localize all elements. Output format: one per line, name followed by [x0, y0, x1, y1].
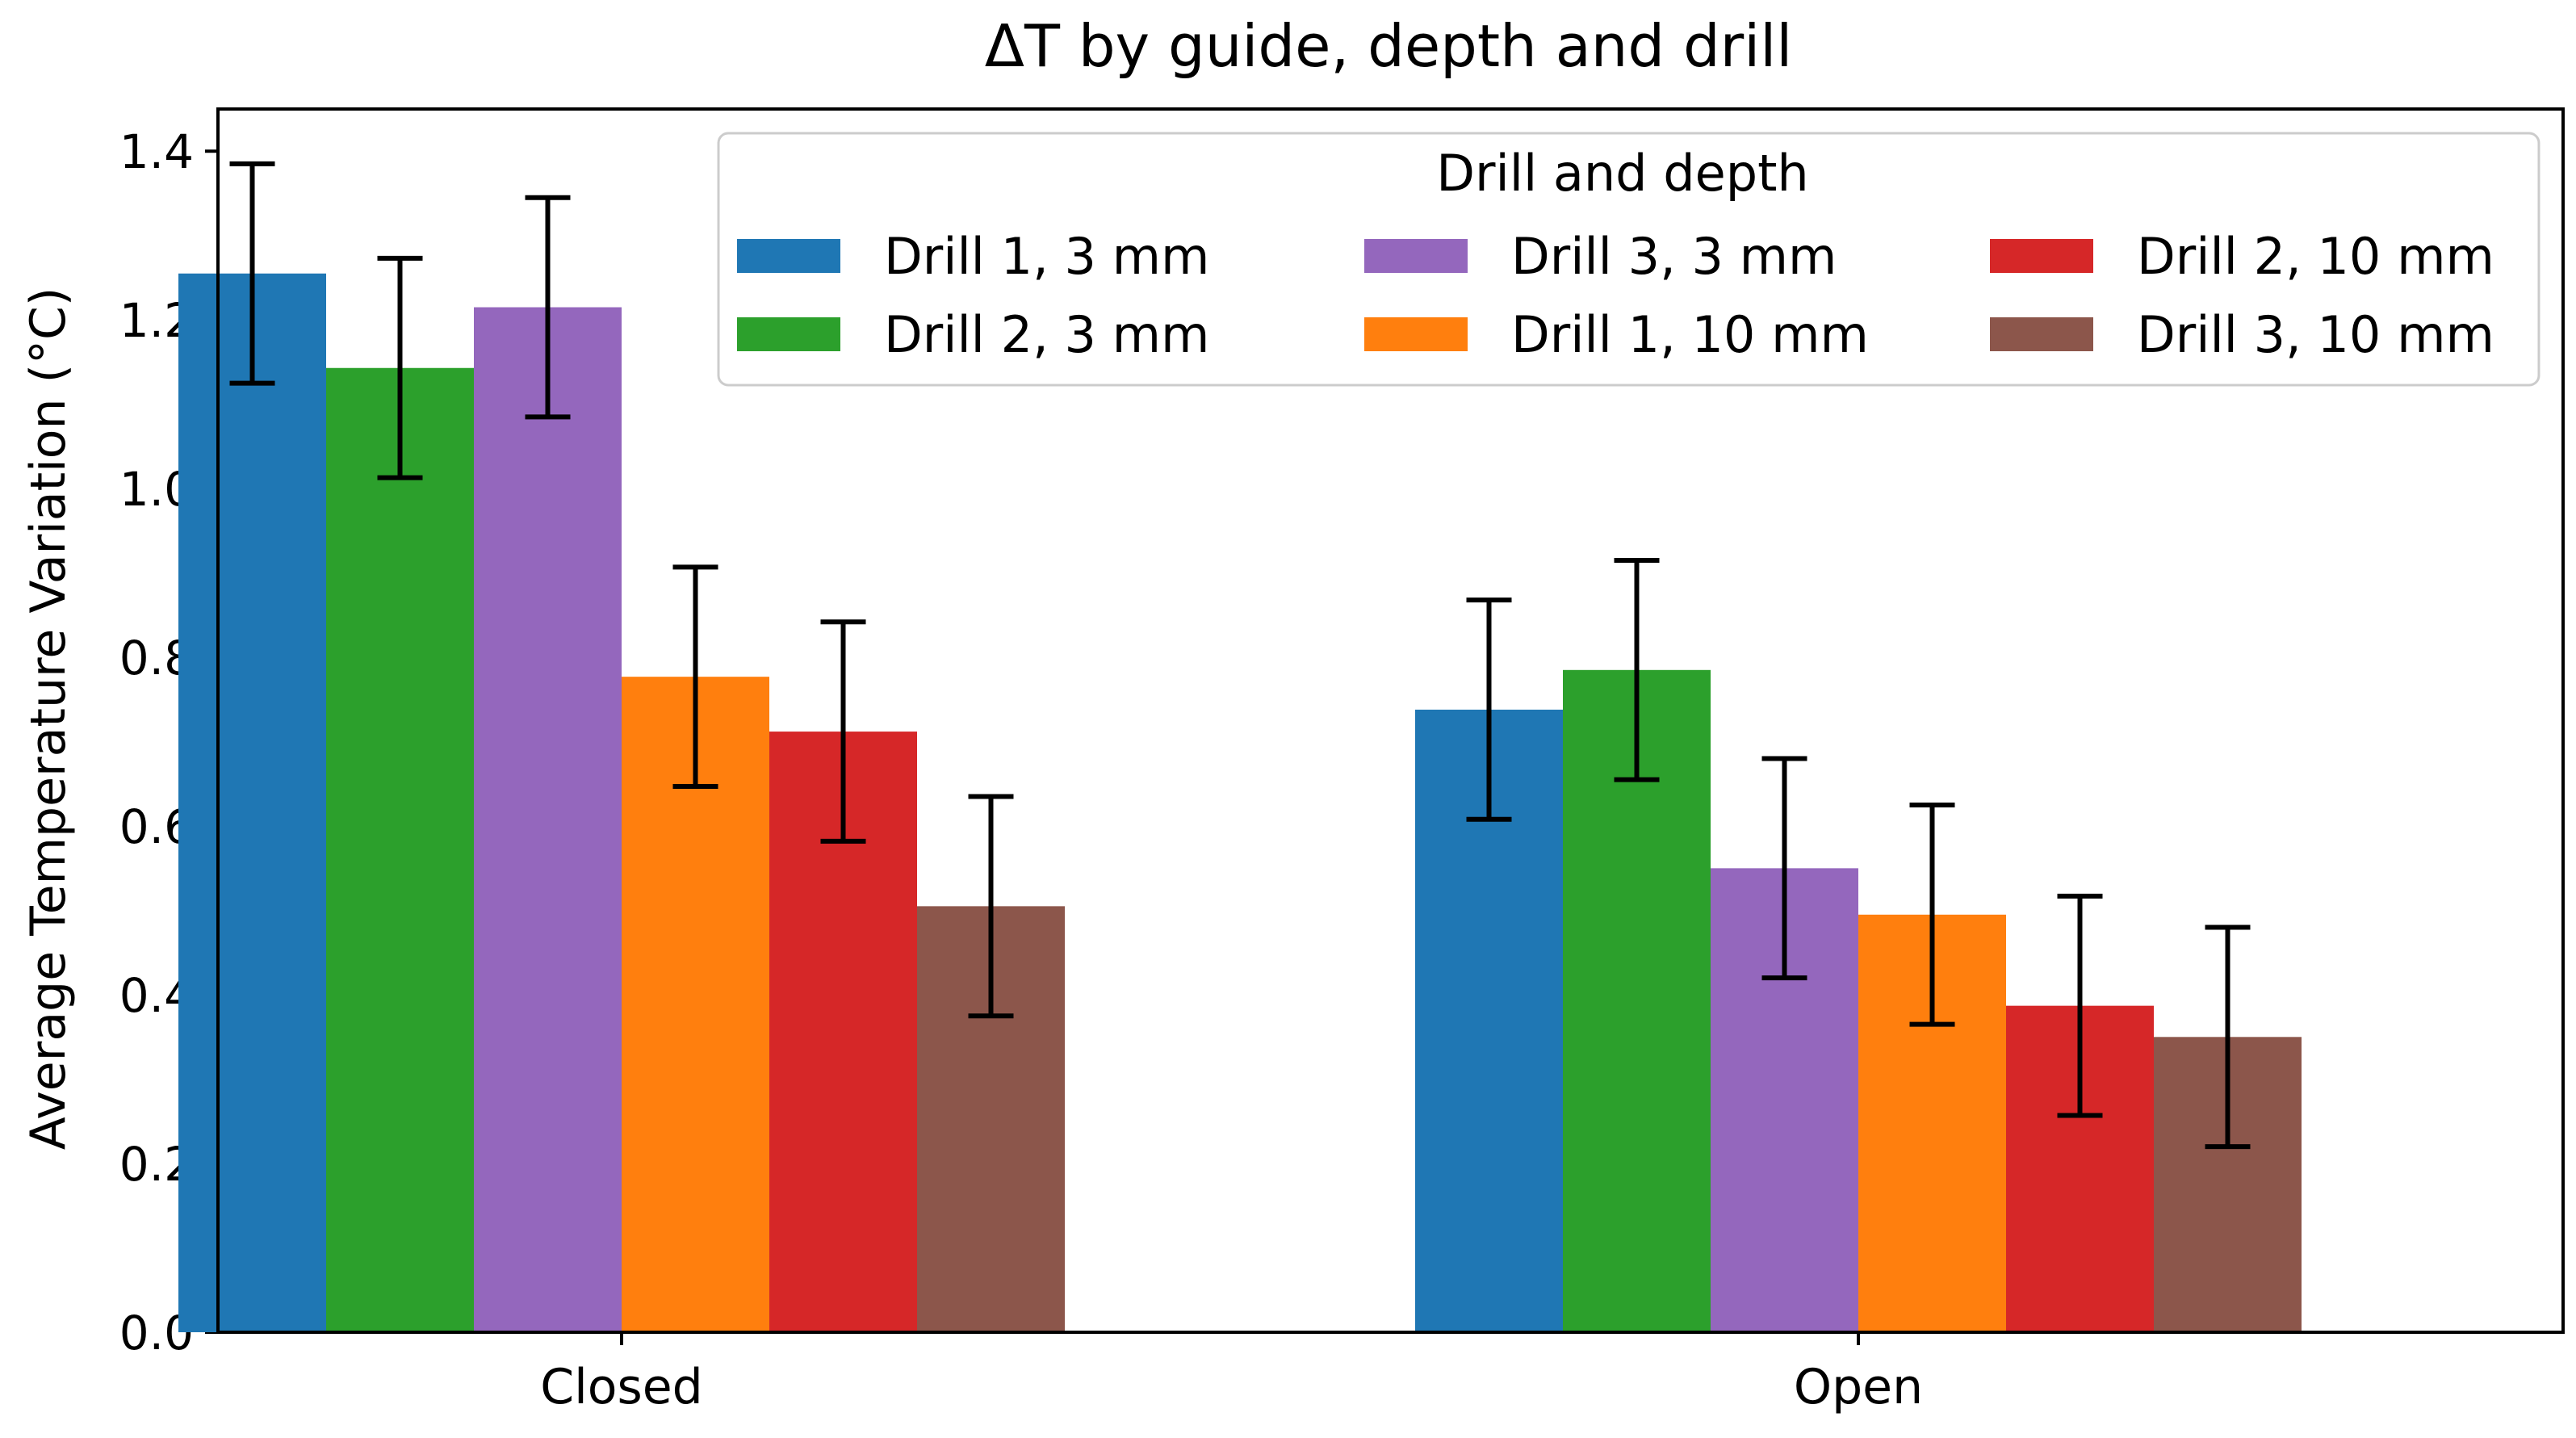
legend-label-3: Drill 1, 10 mm	[1511, 305, 1869, 364]
legend-label-0: Drill 1, 3 mm	[884, 227, 1209, 286]
plot-frame	[216, 107, 2565, 1334]
legend-label-2: Drill 3, 3 mm	[1511, 227, 1837, 286]
error-bars	[229, 161, 2251, 1150]
y-axis-label: Average Temperature Variation (°C)	[20, 287, 77, 1151]
legend: Drill and depth Drill 1, 3 mm Drill 2, 3 …	[717, 132, 2540, 387]
bar-0-1	[326, 367, 474, 1332]
legend-swatch-4	[1990, 239, 2093, 273]
legend-swatch-3	[1364, 317, 1468, 351]
legend-swatch-0	[737, 239, 840, 273]
x-ticks: Closed Open	[540, 1332, 1923, 1415]
y-tick-label: 1.4	[119, 124, 194, 179]
legend-swatch-1	[737, 317, 840, 351]
bar-0-2	[474, 307, 622, 1333]
legend-label-5: Drill 3, 10 mm	[2137, 305, 2494, 364]
bars	[178, 273, 2302, 1333]
x-tick-label-open: Open	[1794, 1359, 1923, 1415]
legend-swatch-2	[1364, 239, 1468, 273]
x-tick-label-closed: Closed	[540, 1359, 703, 1415]
chart-title: ΔT by guide, depth and drill	[985, 12, 1793, 80]
bar-0-0	[178, 273, 326, 1332]
legend-label-4: Drill 2, 10 mm	[2137, 227, 2494, 286]
legend-swatch-5	[1990, 317, 2093, 351]
legend-label-1: Drill 2, 3 mm	[884, 305, 1209, 364]
legend-title: Drill and depth	[1436, 144, 1808, 203]
